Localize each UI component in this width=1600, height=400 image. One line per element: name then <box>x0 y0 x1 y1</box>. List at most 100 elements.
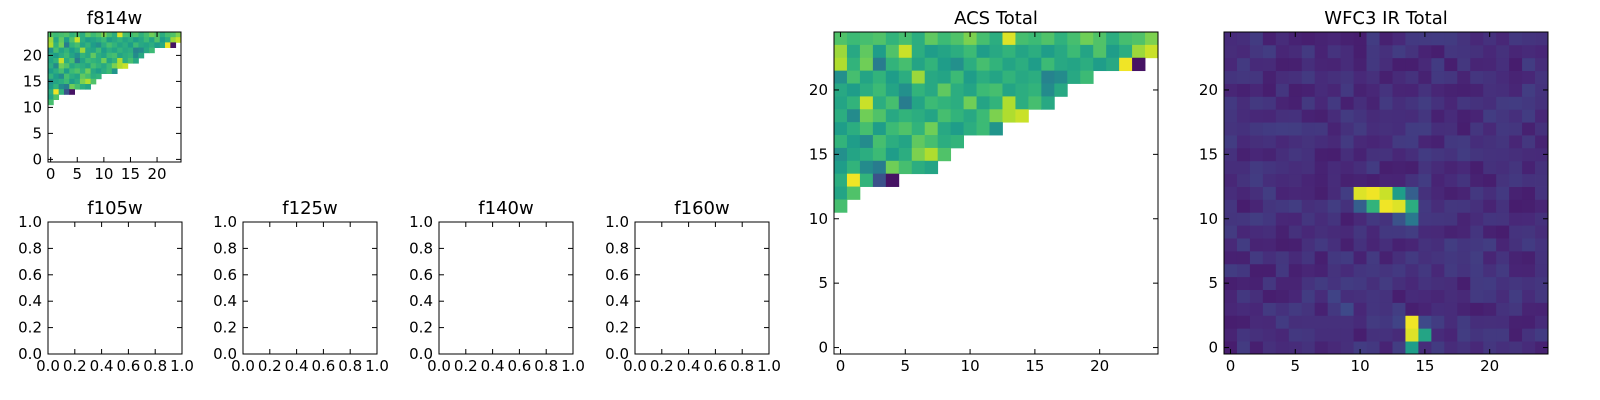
heatmap-cell <box>1483 263 1497 278</box>
heatmap-cell <box>117 63 123 69</box>
heatmap-cell <box>859 160 874 175</box>
heatmap-cell <box>1418 147 1432 162</box>
heatmap-cell <box>989 32 1003 46</box>
heatmap-cell <box>1535 109 1549 123</box>
heatmap-cell <box>69 58 75 64</box>
heatmap-cell <box>1444 238 1458 252</box>
heatmap-cell <box>85 52 91 59</box>
heatmap-cell <box>1301 289 1316 303</box>
heatmap-cell <box>1288 135 1303 149</box>
heatmap-cell <box>95 63 102 69</box>
heatmap-cell <box>1483 147 1497 162</box>
heatmap-cell <box>1314 289 1329 303</box>
heatmap-cell <box>95 68 102 74</box>
heatmap-cell <box>1236 147 1251 162</box>
x-tick-label: 0.2 <box>63 357 87 375</box>
heatmap-cell <box>1470 225 1484 239</box>
heatmap-cell <box>106 42 113 48</box>
x-tick-label: 0.0 <box>36 357 60 375</box>
heatmap-cell <box>1249 135 1264 149</box>
heatmap-cell <box>133 52 139 59</box>
heatmap-cell <box>159 32 166 38</box>
heatmap-cell <box>175 32 182 38</box>
heatmap-cell <box>111 47 118 54</box>
heatmap-cell <box>1431 250 1445 265</box>
heatmap-cell <box>1366 341 1380 355</box>
heatmap-cell <box>1249 173 1264 187</box>
heatmap-cell <box>1353 328 1367 342</box>
heatmap-cell <box>1405 276 1419 290</box>
heatmap-cell <box>1405 212 1419 226</box>
heatmap-cell <box>48 99 54 106</box>
heatmap-cell <box>1327 302 1342 316</box>
heatmap-cell <box>1236 44 1251 59</box>
heatmap-cell <box>1249 328 1264 342</box>
heatmap-cell <box>1379 199 1393 213</box>
heatmap-cell <box>1080 70 1094 84</box>
heatmap-cell <box>111 58 118 64</box>
heatmap-cell <box>1366 263 1380 278</box>
heatmap-cell <box>1275 83 1290 97</box>
heatmap-cell <box>1496 250 1510 265</box>
heatmap-cell <box>1224 238 1238 252</box>
y-tick-label: 0.4 <box>409 292 433 310</box>
heatmap-cell <box>1224 44 1238 59</box>
axes-frame <box>242 221 378 355</box>
heatmap-cell <box>911 135 926 149</box>
heatmap-cell <box>101 63 107 69</box>
heatmap-cell <box>149 47 155 54</box>
heatmap-cell <box>1470 122 1484 136</box>
heatmap-cell <box>1379 147 1393 162</box>
heatmap-cell <box>1457 83 1471 97</box>
heatmap-cell <box>1366 289 1380 303</box>
heatmap-cell <box>95 42 102 48</box>
x-tick-label: 20 <box>1480 357 1499 375</box>
heatmap-cell <box>1509 276 1523 290</box>
heatmap-cell <box>48 73 54 80</box>
heatmap-cell <box>1496 315 1510 329</box>
heatmap-cell <box>1366 122 1380 136</box>
heatmap-cell <box>90 52 97 59</box>
heatmap-cell <box>1418 212 1432 226</box>
heatmap-cell <box>1340 173 1354 187</box>
heatmap-cell <box>63 73 70 80</box>
panel-title: f105w <box>87 198 142 219</box>
heatmap-cell <box>911 109 926 123</box>
heatmap-cell <box>1288 341 1303 355</box>
heatmap-cell <box>1444 212 1458 226</box>
heatmap-cell <box>1224 173 1238 187</box>
heatmap-cell <box>1509 96 1523 110</box>
heatmap-cell <box>1496 122 1510 136</box>
heatmap-cell <box>1457 289 1471 303</box>
heatmap-cell <box>1327 341 1342 355</box>
heatmap-cell <box>1431 263 1445 278</box>
heatmap-cell <box>1067 32 1081 46</box>
heatmap-cell <box>1431 289 1445 303</box>
heatmap-cell <box>127 52 134 59</box>
heatmap-cell <box>149 32 155 38</box>
heatmap-cell <box>1119 44 1133 59</box>
heatmap-cell <box>1470 289 1484 303</box>
heatmap-cell <box>1405 186 1419 200</box>
heatmap-cell <box>1015 83 1029 97</box>
heatmap-cell <box>1301 147 1316 162</box>
heatmap-cell <box>133 32 139 38</box>
heatmap-cell <box>1379 302 1393 316</box>
heatmap-cell <box>1418 70 1432 84</box>
heatmap-cell <box>1262 199 1277 213</box>
heatmap-cell <box>1418 160 1432 175</box>
heatmap-cell <box>1483 173 1497 187</box>
heatmap-cell <box>1275 160 1290 175</box>
heatmap-cell <box>1392 122 1406 136</box>
heatmap-cell <box>127 58 134 64</box>
heatmap-cell <box>1405 135 1419 149</box>
heatmap-cell <box>95 47 102 54</box>
heatmap-cell <box>1249 212 1264 226</box>
heatmap-cell <box>1262 250 1277 265</box>
heatmap-cell <box>1509 83 1523 97</box>
heatmap-cell <box>1288 173 1303 187</box>
heatmap-cell <box>1002 96 1016 110</box>
heatmap-cell <box>90 37 97 43</box>
heatmap-cell <box>859 32 874 46</box>
heatmap-cell <box>1431 70 1445 84</box>
